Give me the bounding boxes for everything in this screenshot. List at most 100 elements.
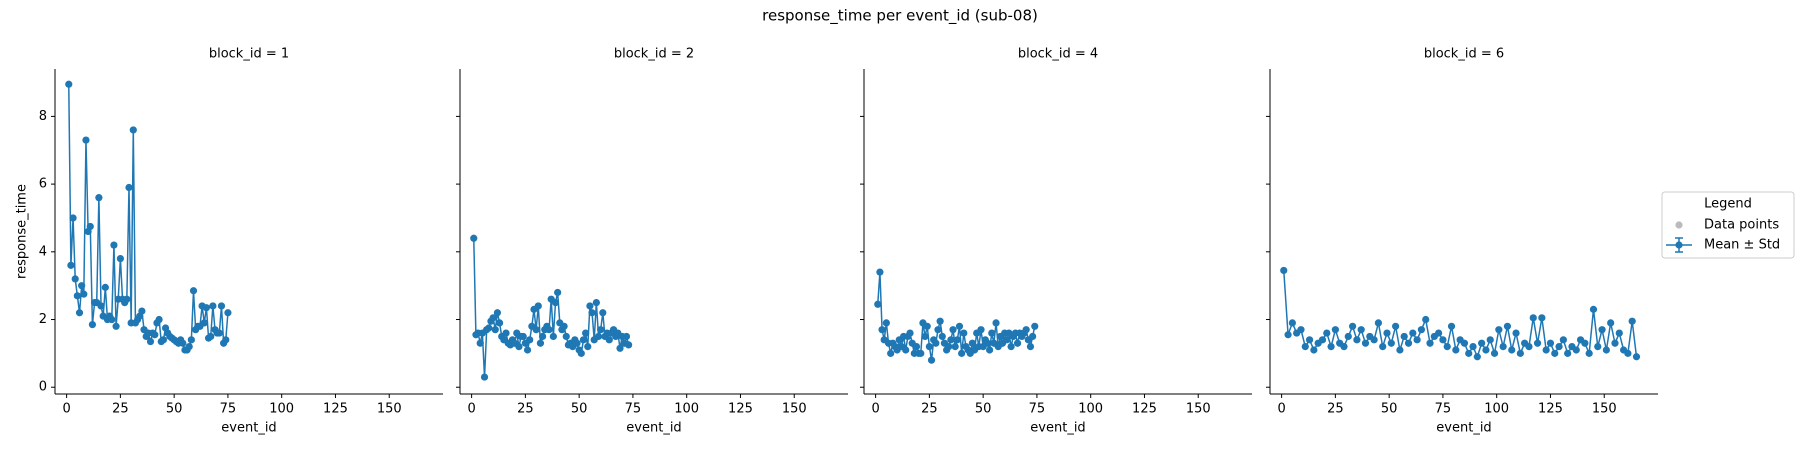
data-point: [523, 346, 532, 354]
data-point: [882, 319, 890, 327]
data-point: [1607, 319, 1615, 327]
data-point: [1022, 326, 1030, 334]
data-point: [125, 183, 133, 192]
data-point: [605, 336, 613, 344]
data-point: [73, 292, 81, 300]
data-point: [1598, 326, 1606, 334]
data-point: [949, 326, 957, 334]
data-point: [992, 319, 1000, 327]
data-point: [1422, 315, 1430, 324]
data-point: [88, 320, 97, 329]
data-point: [1031, 322, 1039, 330]
data-point: [1318, 336, 1327, 344]
data-point: [200, 319, 208, 327]
data-point: [1310, 346, 1318, 354]
panel-title: block_id = 6: [1424, 47, 1504, 62]
data-point: [1581, 339, 1589, 347]
data-point: [1344, 332, 1352, 341]
data-point: [953, 336, 961, 344]
data-point: [209, 302, 217, 310]
data-point: [1490, 349, 1499, 357]
data-point: [577, 349, 585, 357]
data-point: [874, 300, 882, 308]
data-point: [110, 241, 118, 249]
data-point: [902, 346, 910, 354]
data-point: [921, 332, 929, 341]
legend-marker: [1675, 241, 1683, 249]
data-point: [1452, 346, 1460, 354]
data-point: [78, 282, 86, 290]
data-point: [65, 80, 73, 88]
data-point: [549, 332, 557, 341]
data-point: [1572, 346, 1580, 354]
x-tick-label: 50: [975, 402, 992, 417]
data-point: [532, 326, 540, 334]
data-point: [1297, 326, 1305, 334]
data-point: [493, 309, 502, 317]
data-point: [1632, 353, 1641, 361]
data-point: [1594, 343, 1602, 351]
data-point: [1284, 331, 1292, 339]
legend-title: Legend: [1704, 197, 1752, 212]
data-point: [1465, 349, 1473, 357]
x-tick-label: 25: [112, 402, 129, 417]
data-point: [1589, 305, 1598, 313]
y-tick-label: 8: [39, 109, 47, 124]
data-point: [1546, 339, 1555, 347]
data-point: [1400, 332, 1408, 341]
data-point: [923, 322, 931, 330]
data-point: [947, 336, 955, 344]
data-point: [1499, 343, 1507, 351]
data-point: [1331, 326, 1339, 334]
x-tick-label: 25: [1327, 402, 1344, 417]
data-point: [925, 343, 933, 351]
data-point: [519, 332, 527, 341]
data-point: [573, 339, 581, 347]
data-point: [485, 324, 493, 332]
data-point: [1327, 343, 1335, 351]
data-point: [887, 349, 895, 357]
data-point: [1615, 329, 1623, 337]
data-point: [534, 302, 542, 310]
data-point: [1443, 343, 1451, 351]
data-point: [202, 304, 211, 312]
data-point: [75, 309, 84, 317]
x-tick-label: 50: [1381, 402, 1398, 417]
data-point: [945, 343, 953, 351]
data-point: [470, 234, 478, 242]
data-point: [207, 332, 215, 341]
x-axis-label: event_id: [1030, 421, 1085, 436]
x-tick-label: 75: [1029, 402, 1046, 417]
data-point: [1013, 339, 1022, 347]
data-point: [1413, 336, 1421, 344]
data-point: [1439, 336, 1447, 344]
data-point: [876, 268, 884, 276]
data-point: [224, 309, 232, 317]
x-tick-label: 25: [517, 402, 534, 417]
data-point: [1525, 343, 1533, 351]
data-point: [622, 332, 631, 341]
x-axis-label: event_id: [1436, 421, 1491, 436]
panel-title: block_id = 1: [209, 47, 289, 62]
data-point: [1374, 319, 1382, 327]
data-point: [597, 326, 605, 334]
data-point: [968, 339, 976, 347]
data-point: [80, 290, 88, 298]
data-point: [582, 329, 590, 337]
data-point: [560, 322, 568, 330]
data-point: [960, 329, 968, 337]
data-point: [1379, 343, 1387, 351]
data-point: [1542, 346, 1550, 354]
data-point: [586, 302, 594, 310]
data-point: [1288, 319, 1296, 327]
x-tick-label: 0: [467, 402, 475, 417]
x-tick-label: 0: [62, 402, 70, 417]
data-point: [1383, 329, 1391, 337]
y-tick-label: 2: [39, 312, 47, 327]
data-point: [545, 326, 553, 334]
data-point: [1529, 314, 1537, 322]
data-line: [473, 238, 630, 378]
data-point: [1305, 336, 1314, 344]
data-point: [189, 287, 198, 295]
data-point: [112, 322, 120, 330]
